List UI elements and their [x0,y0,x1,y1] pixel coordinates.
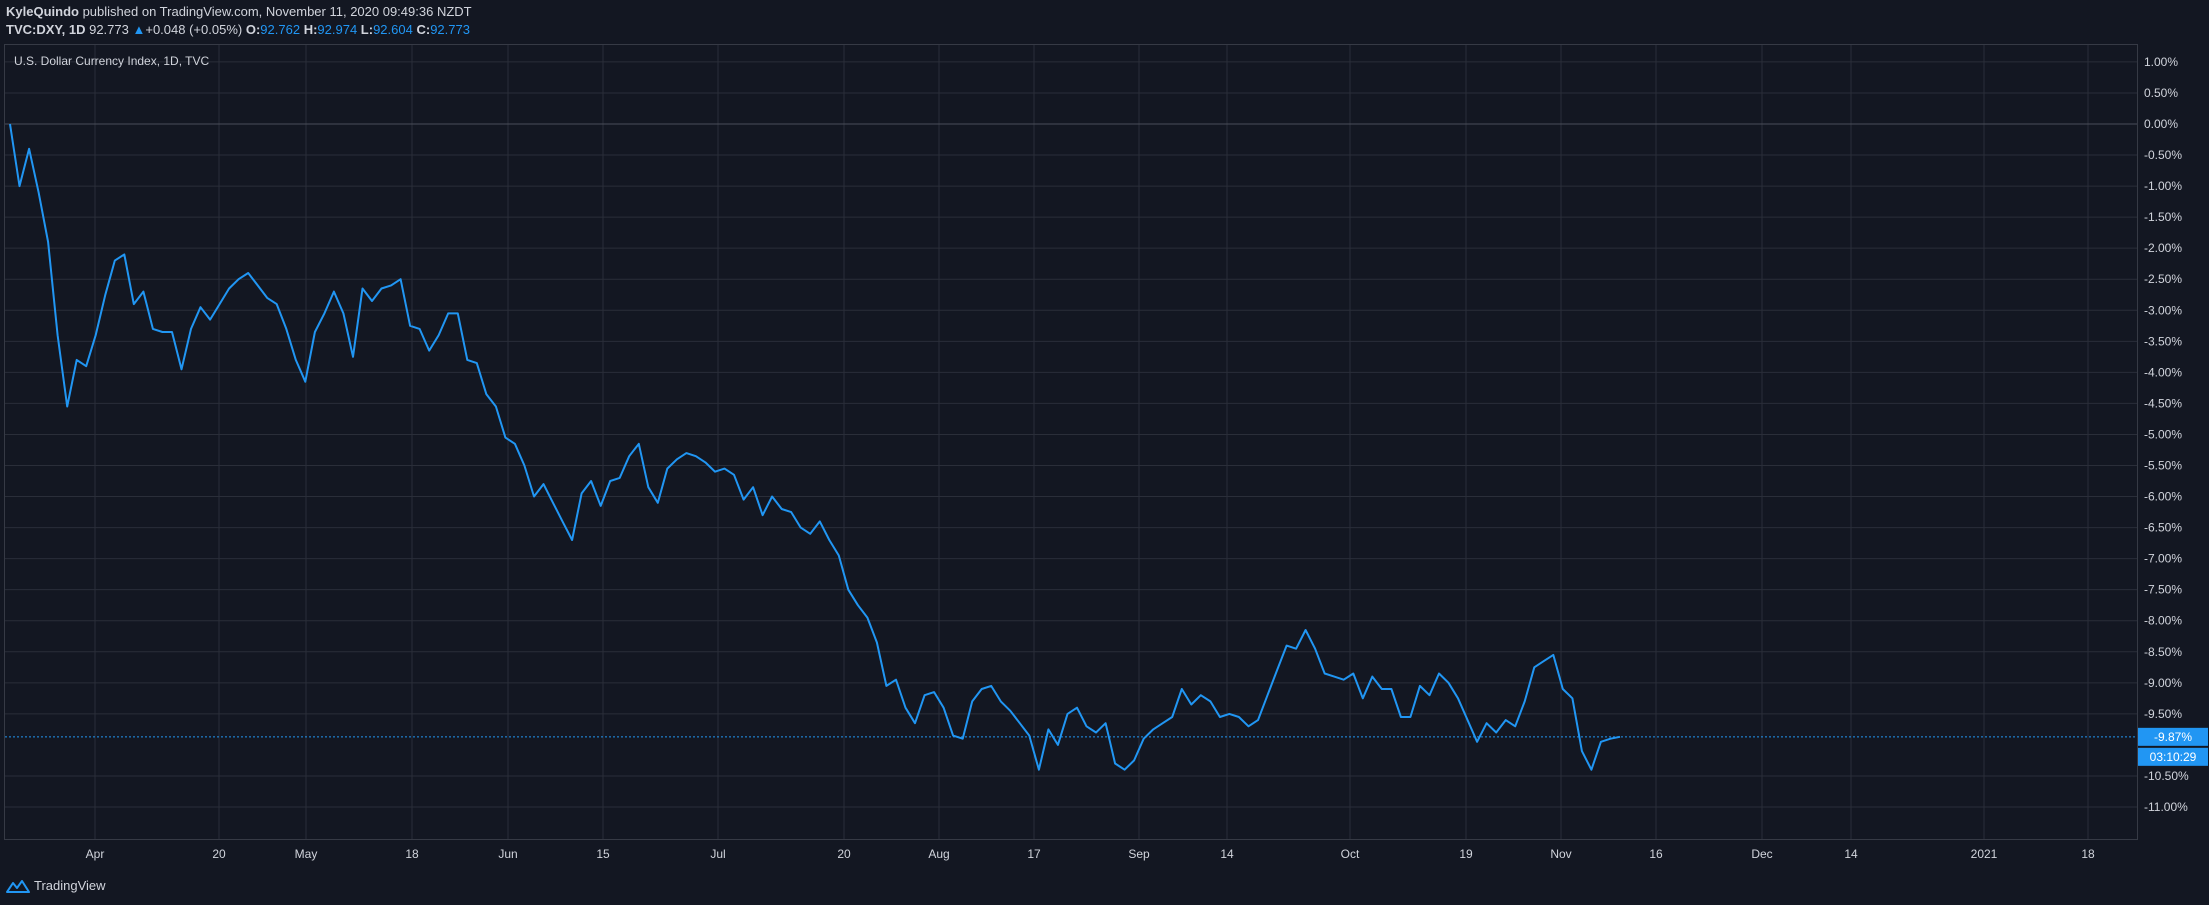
last-price: 92.773 [89,22,129,37]
plot-frame [4,44,2138,840]
open-label: O: [245,22,261,37]
y-tick-label: -6.00% [2144,490,2182,504]
x-tick-label: Jul [710,847,725,861]
y-tick-label: -8.00% [2144,614,2182,628]
chart-grid [5,45,2137,839]
series-line [9,123,1621,771]
high-label: H: [303,22,318,37]
x-tick-label: 18 [2081,847,2095,861]
close-value: 92.773 [430,22,470,37]
tradingview-logo-icon [6,879,30,893]
y-tick-label: -9.00% [2144,676,2182,690]
x-tick-label: 20 [212,847,226,861]
symbol-label: TVC:DXY, 1D [6,22,86,37]
y-axis: 1.00% 0.50% 0.00% -0.50% -1.00% -1.50% -2.00% -… [2144,55,2189,814]
y-tick-label: -1.50% [2144,210,2182,224]
y-tick-label: 1.00% [2144,55,2178,69]
last-value-badge: -9.87% [2138,727,2208,746]
y-tick-label: -8.50% [2144,645,2182,659]
x-tick-label: 18 [405,847,419,861]
chart-title: U.S. Dollar Currency Index, 1D, TVC [14,54,210,68]
x-tick-label: 20 [837,847,851,861]
x-tick-label: 14 [1220,847,1234,861]
x-tick-label: 14 [1844,847,1858,861]
x-tick-label: 19 [1459,847,1473,861]
y-tick-label: -10.50% [2144,769,2189,783]
y-tick-label: -4.00% [2144,365,2182,379]
y-tick-label: -2.50% [2144,272,2182,286]
x-tick-label: Apr [86,847,105,861]
x-tick-label: Nov [1550,847,1571,861]
y-tick-label: -9.50% [2144,707,2182,721]
x-tick-label: May [295,847,318,861]
x-tick-label: 15 [596,847,610,861]
y-tick-label: -2.00% [2144,241,2182,255]
x-tick-label: Sep [1128,847,1150,861]
open-value: 92.762 [260,22,301,37]
y-tick-label: -7.50% [2144,583,2182,597]
author-name[interactable]: KyleQuindo [6,4,79,19]
x-tick-label: 2021 [1971,847,1998,861]
high-value: 92.974 [317,22,358,37]
x-axis: Apr 20 May 18 Jun 15 Jul 20 Aug 17 Sep 14 Oct 19 Nov 16… [86,847,2095,861]
footer-brand[interactable]: TradingView [6,878,106,893]
close-label: C: [416,22,431,37]
price-change: +0.048 (+0.05%) [145,22,243,37]
x-tick-label: Dec [1751,847,1772,861]
y-tick-label: -3.50% [2144,334,2182,348]
low-value: 92.604 [373,22,413,37]
brand-name: TradingView [34,878,106,893]
y-tick-label: -0.50% [2144,148,2182,162]
x-tick-label: Aug [928,847,949,861]
y-tick-label: -3.00% [2144,303,2182,317]
low-label: L: [360,22,374,37]
y-tick-label: -5.50% [2144,459,2182,473]
up-arrow-icon: ▲ [132,22,146,37]
y-tick-label: -7.00% [2144,552,2182,566]
y-tick-label: -4.50% [2144,396,2182,410]
ohlc-legend: TVC:DXY, 1D 92.773 ▲+0.048 (+0.05%) O:92… [6,22,470,37]
countdown-badge: 03:10:29 [2138,747,2208,766]
y-tick-label: -11.00% [2144,800,2188,814]
y-tick-label: -1.00% [2144,179,2182,193]
y-tick-label: 0.50% [2144,86,2178,100]
y-tick-label: 0.00% [2144,117,2178,131]
last-value-label: -9.87% [2154,730,2192,744]
y-tick-label: -5.00% [2144,427,2182,441]
x-tick-label: Jun [498,847,517,861]
publish-info: KyleQuindo published on TradingView.com,… [6,4,472,19]
x-tick-label: 16 [1649,847,1663,861]
published-text: published on TradingView.com, November 1… [82,4,472,19]
y-tick-label: -6.50% [2144,521,2182,535]
x-tick-label: Oct [1341,847,1360,861]
countdown-label: 03:10:29 [2150,750,2197,764]
x-tick-label: 17 [1027,847,1041,861]
